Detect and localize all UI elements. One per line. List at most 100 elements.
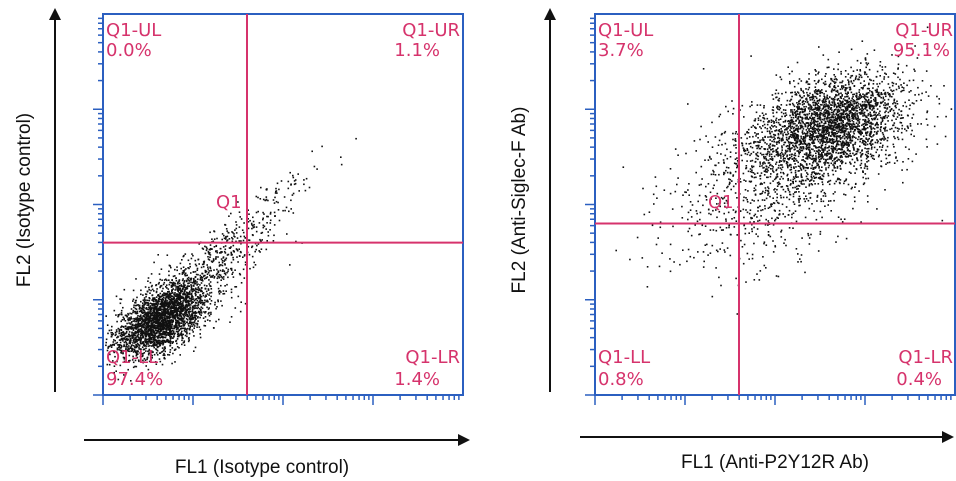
event-point (153, 310, 155, 312)
event-point (140, 330, 143, 333)
event-point (107, 332, 109, 335)
event-point (831, 160, 834, 162)
event-point (880, 121, 882, 124)
event-point (775, 126, 778, 128)
event-point (127, 318, 129, 320)
event-point (161, 290, 163, 292)
event-point (143, 304, 145, 306)
event-point (186, 332, 188, 335)
event-point (162, 342, 164, 344)
event-point (906, 84, 908, 87)
event-point (872, 123, 874, 125)
event-point (212, 274, 214, 277)
event-point (182, 278, 184, 280)
event-point (816, 146, 819, 149)
event-point (190, 299, 193, 301)
event-point (132, 355, 134, 358)
event-point (833, 100, 835, 102)
event-point (292, 192, 295, 195)
event-point (789, 119, 792, 122)
event-point (167, 315, 170, 318)
event-point (148, 289, 150, 291)
event-point (801, 183, 803, 185)
event-point (135, 317, 137, 320)
event-point (145, 293, 148, 296)
event-point (148, 299, 151, 302)
event-point (901, 117, 903, 119)
event-point (874, 118, 876, 121)
event-point (807, 88, 810, 91)
event-point (825, 153, 828, 156)
event-point (902, 105, 904, 107)
event-point (859, 70, 862, 72)
event-point (213, 275, 216, 278)
event-point (208, 279, 210, 281)
event-point (893, 122, 896, 124)
event-point (812, 168, 815, 170)
event-point (902, 71, 904, 74)
event-point (113, 351, 116, 354)
event-point (879, 142, 882, 144)
event-point (794, 163, 796, 165)
event-point (159, 360, 162, 363)
event-point (126, 339, 129, 341)
event-point (199, 284, 201, 286)
event-point (142, 326, 145, 329)
event-point (129, 335, 132, 337)
event-point (192, 318, 195, 320)
event-point (191, 318, 193, 320)
event-point (172, 332, 175, 334)
event-point (147, 330, 150, 332)
event-point (801, 179, 803, 181)
event-point (105, 341, 107, 344)
event-point (156, 325, 158, 327)
event-point (209, 267, 212, 270)
event-point (278, 188, 280, 191)
event-point (154, 335, 156, 337)
event-point (119, 302, 122, 305)
event-point (170, 292, 172, 295)
event-point (751, 146, 754, 149)
event-point (879, 128, 882, 131)
event-point (151, 324, 153, 327)
event-point (187, 276, 190, 279)
event-point (152, 303, 154, 305)
event-point (107, 347, 109, 349)
event-point (177, 287, 179, 289)
event-point (164, 326, 167, 328)
event-point (148, 350, 150, 352)
event-point (797, 139, 799, 141)
event-point (805, 179, 807, 182)
event-point (277, 209, 280, 211)
event-point (868, 147, 870, 150)
event-point (170, 326, 172, 328)
event-point (800, 87, 802, 90)
event-point (846, 146, 848, 149)
event-point (771, 165, 773, 167)
event-point (825, 100, 827, 103)
event-point (241, 229, 244, 231)
event-point (179, 300, 182, 303)
event-point (158, 311, 161, 314)
event-point (814, 91, 816, 94)
event-point (861, 109, 863, 112)
event-point (255, 230, 258, 233)
event-point (209, 252, 211, 254)
event-point (289, 171, 291, 174)
event-point (250, 222, 253, 225)
event-point (168, 312, 171, 315)
event-point (846, 87, 848, 89)
event-point (177, 289, 179, 292)
event-point (167, 353, 169, 356)
event-point (823, 93, 825, 95)
event-point (274, 215, 276, 217)
event-point (921, 92, 923, 95)
event-point (185, 330, 188, 332)
event-point (886, 129, 888, 132)
event-point (143, 361, 145, 363)
event-point (224, 285, 226, 287)
event-point (163, 281, 166, 284)
event-point (859, 118, 861, 121)
event-point (793, 166, 795, 168)
event-point (174, 275, 176, 277)
